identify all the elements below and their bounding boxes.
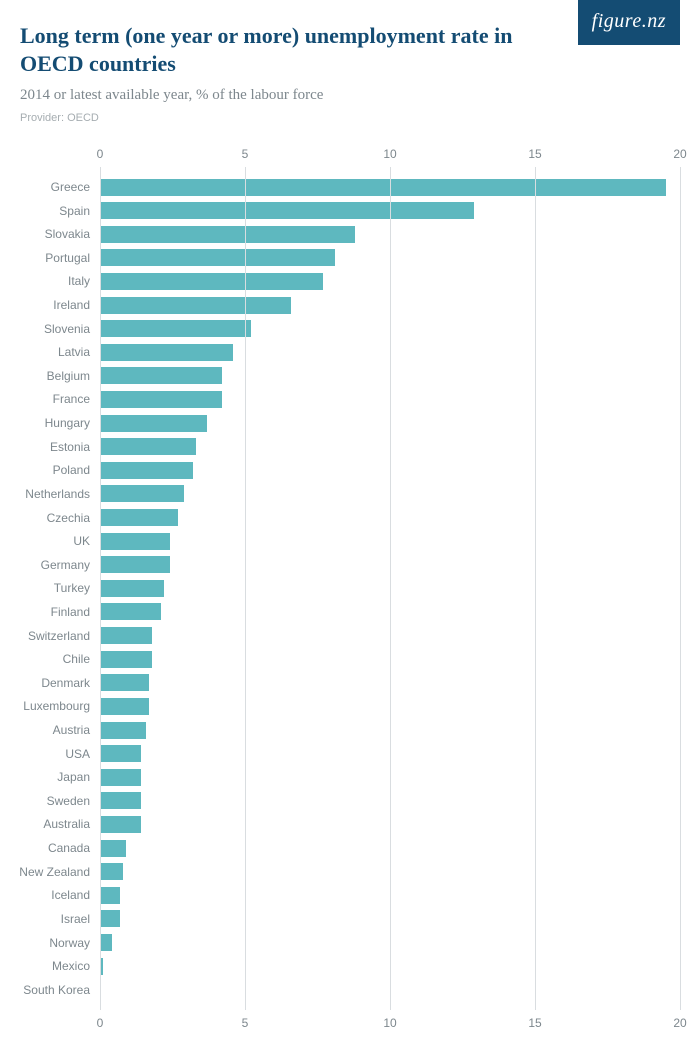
x-tick-label: 0 — [97, 1016, 104, 1030]
bar — [100, 344, 233, 361]
bar — [100, 320, 251, 337]
bar — [100, 556, 170, 573]
bar-label: Israel — [16, 912, 96, 926]
bar-label: Canada — [16, 841, 96, 855]
bar — [100, 651, 152, 668]
bar — [100, 674, 149, 691]
bar-label: Slovenia — [16, 322, 96, 336]
bar — [100, 887, 120, 904]
bar-label: Turkey — [16, 581, 96, 595]
bar-label: Portugal — [16, 251, 96, 265]
bar-label: Estonia — [16, 440, 96, 454]
bar — [100, 603, 161, 620]
bar — [100, 249, 335, 266]
bar-label: Australia — [16, 817, 96, 831]
chart-area: 05101520 GreeceSpainSlovakiaPortugalItal… — [20, 145, 680, 1032]
gridline — [680, 167, 681, 1010]
x-tick-label: 5 — [242, 1016, 249, 1030]
bar-label: Germany — [16, 558, 96, 572]
bar — [100, 438, 196, 455]
chart-subtitle: 2014 or latest available year, % of the … — [20, 87, 680, 104]
bar — [100, 179, 666, 196]
gridline — [245, 167, 246, 1010]
bar — [100, 840, 126, 857]
bar-label: France — [16, 392, 96, 406]
bar-label: Denmark — [16, 676, 96, 690]
bar-label: Austria — [16, 723, 96, 737]
bar-label: Iceland — [16, 888, 96, 902]
bar-label: South Korea — [16, 983, 96, 997]
bar-label: USA — [16, 747, 96, 761]
x-tick-label: 15 — [528, 147, 541, 161]
bar — [100, 816, 141, 833]
brand-logo: figure.nz — [578, 0, 680, 45]
bar — [100, 722, 146, 739]
x-tick-label: 10 — [383, 147, 396, 161]
x-tick-label: 0 — [97, 147, 104, 161]
bar-label: Sweden — [16, 794, 96, 808]
bar — [100, 934, 112, 951]
x-tick-label: 15 — [528, 1016, 541, 1030]
bar — [100, 698, 149, 715]
plot-area: GreeceSpainSlovakiaPortugalItalyIrelandS… — [100, 167, 680, 1010]
bar — [100, 297, 291, 314]
bar-label: Poland — [16, 463, 96, 477]
x-tick-label: 5 — [242, 147, 249, 161]
bar-label: Slovakia — [16, 227, 96, 241]
bar-label: Greece — [16, 180, 96, 194]
bar — [100, 792, 141, 809]
bar-label: Latvia — [16, 345, 96, 359]
bar — [100, 533, 170, 550]
x-tick-label: 20 — [673, 147, 686, 161]
bar — [100, 580, 164, 597]
chart-title: Long term (one year or more) unemploymen… — [20, 22, 540, 77]
gridline — [390, 167, 391, 1010]
bar — [100, 485, 184, 502]
chart-provider: Provider: OECD — [20, 112, 680, 124]
bar — [100, 391, 222, 408]
gridline — [100, 167, 101, 1010]
bar — [100, 769, 141, 786]
x-tick-label: 20 — [673, 1016, 686, 1030]
bar-label: Japan — [16, 770, 96, 784]
x-axis-top: 05101520 — [100, 145, 680, 165]
bar — [100, 509, 178, 526]
x-tick-label: 10 — [383, 1016, 396, 1030]
bar-label: Mexico — [16, 959, 96, 973]
bar — [100, 273, 323, 290]
bar-label: Norway — [16, 936, 96, 950]
bar — [100, 462, 193, 479]
bar-label: Chile — [16, 652, 96, 666]
bar — [100, 202, 474, 219]
bar-label: Hungary — [16, 416, 96, 430]
bar-label: Belgium — [16, 369, 96, 383]
bar-label: Czechia — [16, 511, 96, 525]
bar — [100, 910, 120, 927]
bar — [100, 367, 222, 384]
bar — [100, 863, 123, 880]
bar-label: Switzerland — [16, 629, 96, 643]
bar — [100, 745, 141, 762]
bar-label: Spain — [16, 204, 96, 218]
x-axis-bottom: 05101520 — [100, 1012, 680, 1032]
bar-label: New Zealand — [16, 865, 96, 879]
bar-label: Ireland — [16, 298, 96, 312]
bar — [100, 627, 152, 644]
bar — [100, 226, 355, 243]
bar — [100, 415, 207, 432]
bar-label: Netherlands — [16, 487, 96, 501]
bar-label: Italy — [16, 274, 96, 288]
bar-label: Finland — [16, 605, 96, 619]
bar-label: Luxembourg — [16, 699, 96, 713]
bar-label: UK — [16, 534, 96, 548]
gridline — [535, 167, 536, 1010]
